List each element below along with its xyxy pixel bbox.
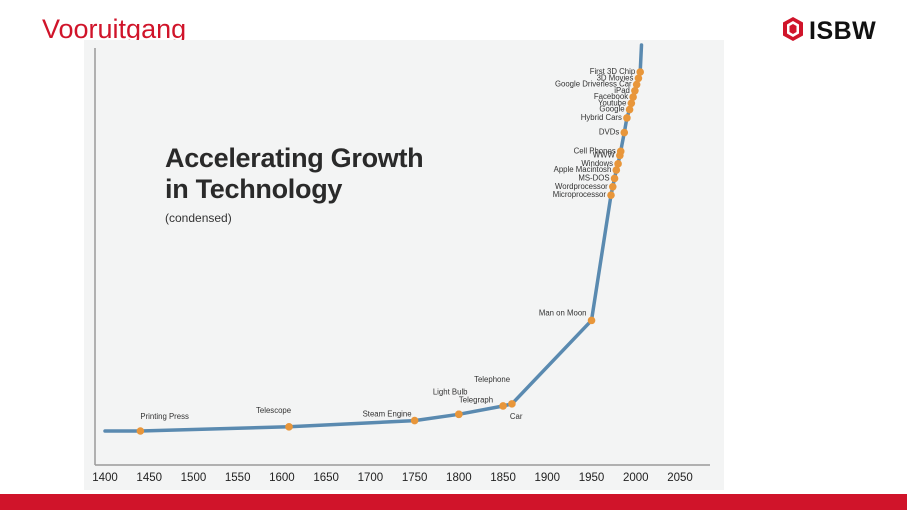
event-marker — [623, 114, 631, 122]
event-marker — [632, 80, 641, 89]
event-marker — [636, 68, 644, 76]
event-marker — [627, 99, 636, 108]
event-label: Google Driverless Car — [555, 80, 632, 89]
event-label: WWW — [593, 150, 616, 159]
event-label: Wordprocessor — [555, 182, 608, 191]
x-tick-label: 1600 — [269, 472, 295, 484]
event-label: Car — [510, 412, 523, 421]
event-marker — [614, 160, 622, 168]
event-marker — [587, 316, 596, 325]
x-tick-label: 2050 — [667, 472, 693, 484]
logo-text: ISBW — [809, 16, 877, 45]
isbw-logo: ISBW — [782, 16, 886, 46]
x-tick-label: 1950 — [579, 472, 605, 484]
event-marker — [612, 166, 621, 174]
x-tick-label: 1750 — [402, 472, 428, 484]
event-label: Telegraph — [459, 395, 493, 404]
event-marker — [410, 416, 419, 425]
event-label: Apple Macintosh — [554, 165, 612, 174]
x-tick-label: 1550 — [225, 472, 251, 484]
x-tick-label: 1500 — [181, 472, 207, 484]
event-label: Man on Moon — [539, 308, 587, 317]
event-marker — [620, 128, 629, 137]
x-tick-label: 2000 — [623, 472, 649, 484]
event-marker — [607, 191, 615, 199]
x-tick-label: 1450 — [136, 472, 162, 484]
x-tick-label: 1850 — [490, 472, 516, 484]
x-tick-label: 1650 — [313, 472, 339, 484]
event-label: Hybrid Cars — [581, 113, 622, 122]
event-marker — [136, 427, 145, 435]
event-marker — [285, 423, 293, 431]
x-tick-label: 1900 — [535, 472, 561, 484]
event-label: DVDs — [599, 128, 619, 137]
growth-curve — [103, 43, 644, 433]
event-marker — [610, 174, 619, 183]
event-label: Cell Phones — [574, 146, 616, 155]
chart-title-line-1: Accelerating Growth — [165, 143, 424, 173]
event-label: Facebook — [594, 92, 628, 101]
event-marker — [634, 74, 643, 83]
event-label: Telephone — [474, 375, 510, 384]
event-label: Printing Press — [140, 412, 189, 421]
event-marker — [455, 410, 463, 419]
x-tick-label: 1800 — [446, 472, 472, 484]
chart-background — [84, 40, 724, 490]
event-marker — [608, 182, 617, 191]
logo-icon — [782, 16, 804, 47]
event-label: iPad — [614, 86, 630, 95]
event-label: Youtube — [598, 98, 626, 107]
chart-title: Accelerating Growth in Technology — [165, 143, 424, 205]
event-label: First 3D Chip — [590, 67, 636, 76]
event-label: Light Bulb — [433, 387, 468, 396]
slide-title: Vooruitgang — [42, 14, 187, 44]
chart-subtitle: (condensed) — [165, 211, 232, 225]
x-tick-label: 1400 — [92, 472, 118, 484]
event-label: MS-DOS — [578, 173, 609, 182]
x-tick-label: 1700 — [358, 472, 384, 484]
event-marker — [631, 86, 639, 95]
event-marker — [616, 147, 625, 156]
event-label: Telescope — [256, 406, 291, 415]
event-label: 3D Movies — [597, 73, 634, 82]
chart-title-line-2: in Technology — [165, 174, 343, 204]
event-marker — [499, 402, 507, 410]
event-marker — [625, 105, 634, 114]
event-label: Google — [599, 105, 624, 114]
event-marker — [629, 93, 637, 101]
event-marker — [508, 400, 516, 408]
event-label: Windows — [581, 159, 613, 168]
event-label: Microprocessor — [553, 190, 607, 199]
event-label: Steam Engine — [363, 410, 412, 419]
footer-bar — [0, 494, 907, 510]
